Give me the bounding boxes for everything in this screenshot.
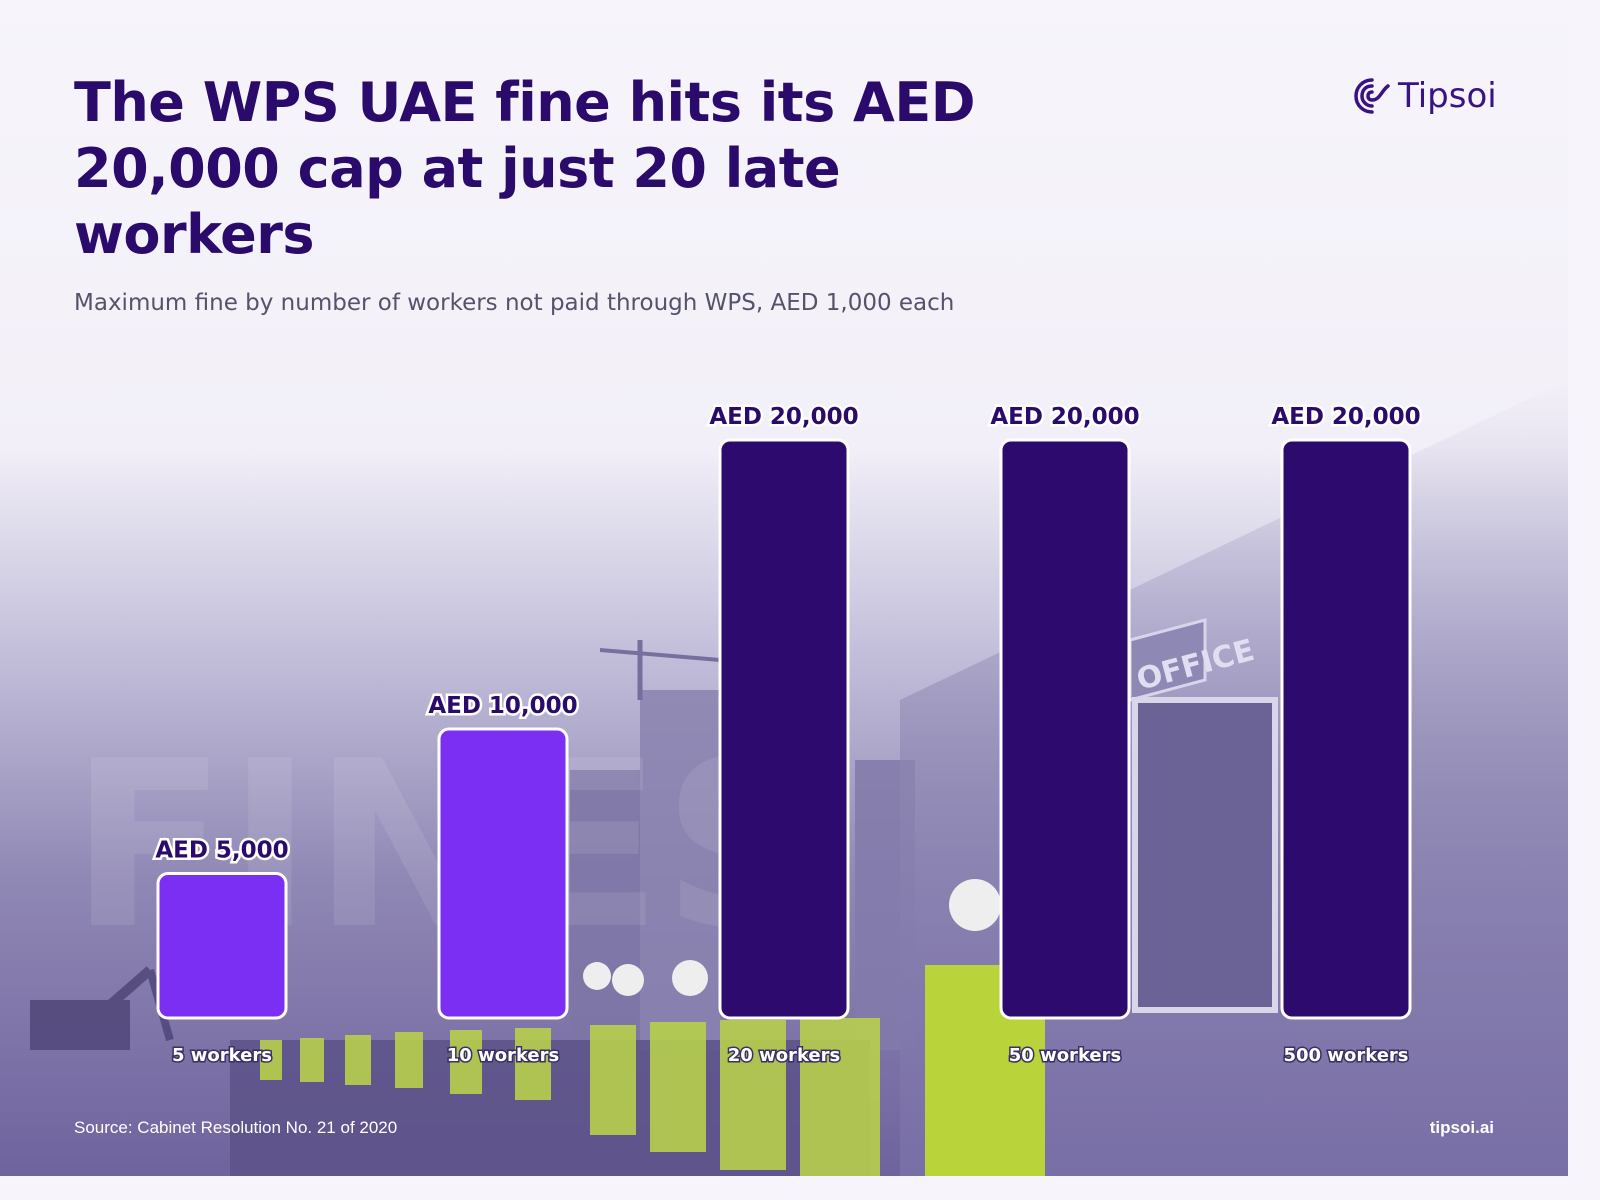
bar-value-label: AED 20,000 (709, 404, 858, 430)
category-label: 20 workers (728, 1045, 840, 1066)
brand-logo: Tipsoi (1352, 74, 1497, 118)
bar-value-label: AED 20,000 (1271, 404, 1420, 430)
bar-chart: AED 5,000 5 workers AED 10,000 10 workers AE… (155, 404, 1421, 1068)
bar (999, 438, 1131, 1020)
bar (1280, 438, 1412, 1020)
source-note: Source: Cabinet Resolution No. 21 of 202… (74, 1118, 398, 1137)
bar-value-label: AED 20,000 (990, 404, 1139, 430)
category-label: 10 workers (447, 1045, 559, 1066)
site-link[interactable]: tipsoi.ai (1429, 1118, 1494, 1137)
excavator (30, 966, 174, 1050)
bar (156, 872, 288, 1020)
bar (718, 438, 850, 1020)
category-label: 50 workers (1009, 1045, 1121, 1066)
category-label: 5 workers (172, 1045, 272, 1066)
page-subtitle: Maximum fine by number of workers not pa… (74, 290, 955, 316)
bar (437, 727, 569, 1020)
page-title: The WPS UAE fine hits its AED 20,000 cap… (74, 71, 976, 266)
bar-value-label: AED 10,000 (428, 693, 577, 719)
category-label: 500 workers (1284, 1045, 1409, 1066)
bar-value-label: AED 5,000 (155, 838, 288, 864)
tipsoi-logo-icon (1354, 78, 1390, 114)
brand-name: Tipsoi (1398, 76, 1497, 116)
